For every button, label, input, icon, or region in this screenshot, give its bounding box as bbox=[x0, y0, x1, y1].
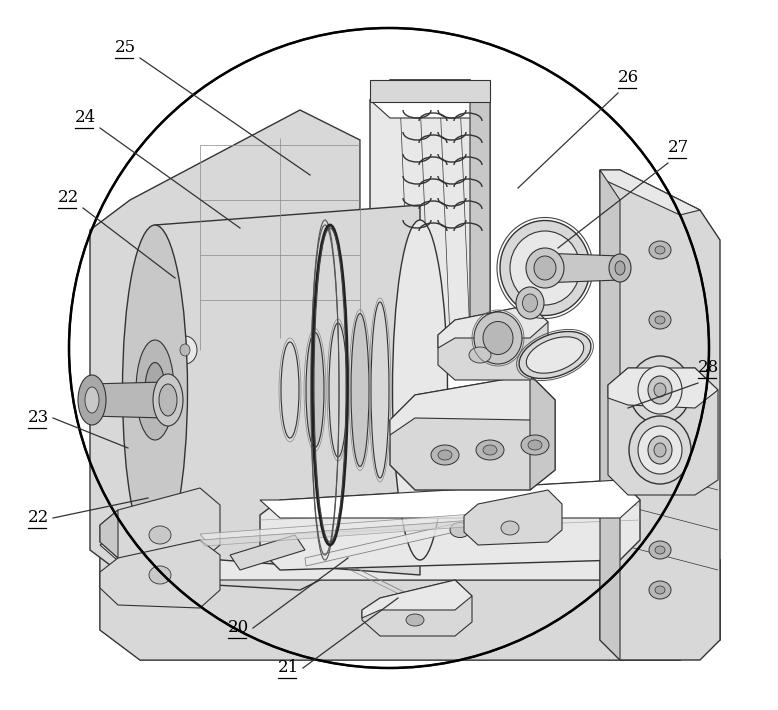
Text: 22: 22 bbox=[28, 510, 49, 527]
Ellipse shape bbox=[153, 374, 183, 426]
Polygon shape bbox=[90, 382, 165, 418]
Polygon shape bbox=[260, 480, 640, 570]
Ellipse shape bbox=[655, 586, 665, 594]
Polygon shape bbox=[680, 520, 720, 660]
Ellipse shape bbox=[648, 376, 672, 404]
Text: 25: 25 bbox=[115, 40, 136, 57]
Ellipse shape bbox=[649, 541, 671, 559]
Ellipse shape bbox=[609, 254, 631, 282]
Ellipse shape bbox=[654, 443, 666, 457]
Ellipse shape bbox=[638, 426, 682, 474]
Ellipse shape bbox=[306, 332, 324, 447]
Ellipse shape bbox=[136, 340, 174, 440]
Text: 28: 28 bbox=[698, 359, 719, 376]
Ellipse shape bbox=[351, 314, 369, 466]
Polygon shape bbox=[438, 305, 548, 348]
Polygon shape bbox=[530, 375, 555, 490]
Polygon shape bbox=[100, 510, 118, 558]
Ellipse shape bbox=[483, 445, 497, 455]
Ellipse shape bbox=[180, 344, 190, 356]
Polygon shape bbox=[370, 80, 490, 102]
Polygon shape bbox=[600, 170, 620, 660]
Ellipse shape bbox=[649, 241, 671, 259]
Polygon shape bbox=[608, 368, 718, 408]
Ellipse shape bbox=[476, 440, 504, 460]
Polygon shape bbox=[390, 375, 555, 435]
Polygon shape bbox=[362, 580, 472, 618]
Text: 23: 23 bbox=[28, 410, 49, 427]
Polygon shape bbox=[370, 80, 490, 118]
Polygon shape bbox=[90, 110, 360, 590]
Text: 22: 22 bbox=[58, 190, 79, 207]
Ellipse shape bbox=[534, 256, 556, 280]
Ellipse shape bbox=[500, 221, 590, 315]
Ellipse shape bbox=[281, 342, 299, 438]
Polygon shape bbox=[260, 480, 640, 518]
Ellipse shape bbox=[474, 312, 522, 364]
Ellipse shape bbox=[450, 523, 470, 537]
Ellipse shape bbox=[649, 311, 671, 329]
Ellipse shape bbox=[526, 248, 564, 288]
Ellipse shape bbox=[145, 363, 165, 417]
Polygon shape bbox=[540, 253, 620, 283]
Ellipse shape bbox=[78, 375, 106, 425]
Ellipse shape bbox=[431, 445, 459, 465]
Polygon shape bbox=[100, 540, 220, 608]
Ellipse shape bbox=[649, 581, 671, 599]
Ellipse shape bbox=[516, 287, 544, 319]
Polygon shape bbox=[100, 545, 680, 660]
Ellipse shape bbox=[149, 526, 171, 544]
Text: 27: 27 bbox=[668, 139, 689, 156]
Ellipse shape bbox=[615, 261, 625, 275]
Polygon shape bbox=[362, 580, 472, 636]
Ellipse shape bbox=[501, 521, 519, 535]
Polygon shape bbox=[200, 508, 560, 540]
Polygon shape bbox=[470, 80, 490, 340]
Ellipse shape bbox=[371, 302, 389, 478]
Polygon shape bbox=[100, 520, 720, 580]
Polygon shape bbox=[370, 80, 490, 340]
Ellipse shape bbox=[638, 366, 682, 414]
Polygon shape bbox=[305, 500, 560, 566]
Ellipse shape bbox=[629, 356, 691, 424]
Polygon shape bbox=[100, 520, 720, 660]
Ellipse shape bbox=[159, 384, 177, 416]
Ellipse shape bbox=[510, 231, 580, 305]
Ellipse shape bbox=[648, 436, 672, 464]
Polygon shape bbox=[100, 488, 220, 562]
Ellipse shape bbox=[526, 337, 584, 373]
Ellipse shape bbox=[655, 246, 665, 254]
Polygon shape bbox=[230, 535, 305, 570]
Polygon shape bbox=[390, 375, 555, 490]
Ellipse shape bbox=[406, 614, 424, 626]
Polygon shape bbox=[200, 514, 560, 546]
Polygon shape bbox=[600, 170, 720, 660]
Ellipse shape bbox=[523, 294, 538, 312]
Text: 24: 24 bbox=[75, 109, 96, 126]
Ellipse shape bbox=[329, 323, 347, 457]
Polygon shape bbox=[464, 490, 562, 545]
Polygon shape bbox=[155, 205, 420, 575]
Ellipse shape bbox=[392, 220, 447, 560]
Text: 21: 21 bbox=[278, 660, 300, 677]
Polygon shape bbox=[608, 368, 718, 495]
Ellipse shape bbox=[519, 332, 591, 378]
Ellipse shape bbox=[173, 336, 197, 364]
Ellipse shape bbox=[438, 450, 452, 460]
Ellipse shape bbox=[528, 440, 542, 450]
Ellipse shape bbox=[655, 546, 665, 554]
Ellipse shape bbox=[629, 416, 691, 484]
Text: 26: 26 bbox=[618, 70, 639, 87]
Ellipse shape bbox=[122, 225, 187, 555]
Ellipse shape bbox=[655, 316, 665, 324]
Polygon shape bbox=[438, 305, 548, 380]
Ellipse shape bbox=[85, 387, 99, 413]
Ellipse shape bbox=[654, 383, 666, 397]
Ellipse shape bbox=[521, 435, 549, 455]
Polygon shape bbox=[600, 170, 700, 215]
Ellipse shape bbox=[483, 322, 513, 354]
Text: 20: 20 bbox=[228, 620, 249, 636]
Ellipse shape bbox=[149, 566, 171, 584]
Ellipse shape bbox=[469, 347, 491, 363]
